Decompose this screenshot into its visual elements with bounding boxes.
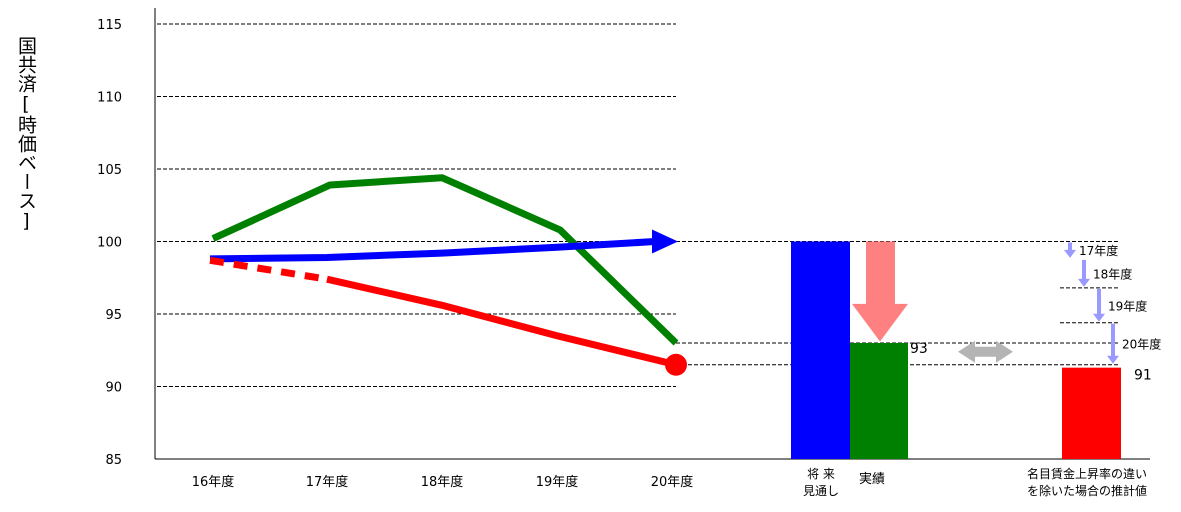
y-axis-title: 国共済[時価ベース] <box>15 36 37 232</box>
step-arrow-shaft <box>1082 259 1086 280</box>
x-tick-label: 17年度 <box>306 474 349 490</box>
y-tick-label: 85 <box>105 453 122 468</box>
step-arrow-head <box>1064 249 1076 258</box>
step-arrow-shaft <box>1097 288 1101 315</box>
step-arrow-shaft <box>1068 242 1072 251</box>
series-line-red-dashed <box>209 256 328 283</box>
bar-label: 将 来 <box>807 467 835 481</box>
bar <box>791 241 850 459</box>
series-line-green <box>211 174 679 346</box>
step-arrow-head <box>1078 278 1090 287</box>
y-tick-labels: 85 90 95 100 105 110 115 <box>97 18 122 468</box>
bar <box>850 343 908 459</box>
step-label: 17年度 <box>1079 243 1118 258</box>
y-tick-label: 105 <box>97 163 122 178</box>
y-tick-label: 90 <box>105 381 122 396</box>
series-line-red <box>326 275 677 369</box>
series-arrowhead-blue <box>652 229 678 254</box>
x-tick-label: 19年度 <box>536 474 579 490</box>
step-label: 18年度 <box>1093 266 1132 281</box>
steps: 17年度 18年度 19年度 20年度 <box>1064 242 1161 364</box>
bar-label: 見通し <box>803 484 839 498</box>
x-tick-labels: 16年度 17年度 18年度 19年度 20年度 <box>192 474 694 490</box>
axes <box>154 8 1150 460</box>
bar <box>1062 367 1121 459</box>
y-tick-label: 95 <box>105 308 122 323</box>
step-label: 19年度 <box>1108 298 1147 313</box>
x-tick-label: 16年度 <box>192 474 235 490</box>
bar-value-label: 93 <box>910 341 928 357</box>
series-endpoint-red <box>665 353 687 376</box>
bar-label: 実績 <box>859 471 885 487</box>
x-tick-label: 18年度 <box>421 474 464 490</box>
step-arrow-shaft <box>1111 323 1115 357</box>
bar-label: を除いた場合の推計値 <box>1027 483 1147 498</box>
bar-label: 名目賃金上昇率の違い <box>1027 466 1147 481</box>
comparison-arrow <box>958 340 1013 363</box>
y-tick-label: 110 <box>97 91 122 106</box>
step-label: 20年度 <box>1122 337 1161 352</box>
step-arrow-head <box>1093 313 1105 322</box>
x-tick-label: 20年度 <box>651 474 694 490</box>
y-tick-label: 115 <box>97 18 122 33</box>
y-tick-label: 100 <box>97 236 122 251</box>
series <box>209 174 687 376</box>
decrease-arrow <box>852 241 908 342</box>
step-arrow-head <box>1107 355 1119 364</box>
bar-value-label: 91 <box>1134 368 1152 384</box>
grid <box>157 23 1120 387</box>
arrows <box>852 241 1013 363</box>
series-line-blue <box>209 238 656 263</box>
